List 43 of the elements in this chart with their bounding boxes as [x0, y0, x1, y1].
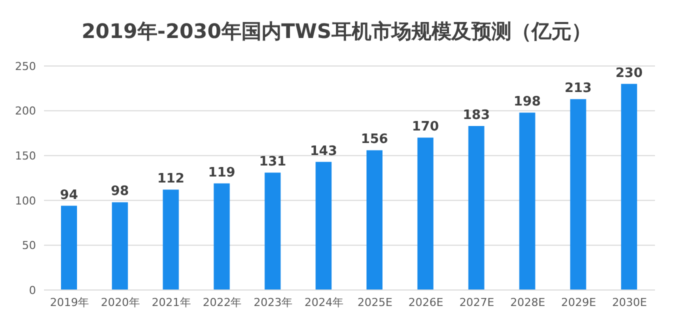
bar [468, 126, 484, 290]
x-tick-label: 2026E [408, 296, 444, 309]
y-tick-label: 250 [15, 60, 36, 73]
bar [417, 138, 434, 290]
data-label: 156 [360, 132, 388, 148]
bar [264, 172, 281, 290]
y-tick-label: 50 [22, 239, 36, 252]
x-tick-label: 2024年 [304, 296, 344, 309]
bar [162, 190, 179, 290]
x-tick-label: 2023年 [254, 296, 293, 309]
bar [214, 183, 230, 290]
data-label: 143 [310, 144, 338, 159]
x-tick-label: 2021年 [152, 296, 191, 309]
data-label: 112 [157, 172, 184, 187]
bar [519, 112, 536, 290]
y-tick-label: 200 [15, 104, 36, 118]
chart-title: 2019年-2030年国内TWS耳机市场规模及预测（亿元） [80, 18, 592, 45]
bar [366, 150, 382, 290]
data-label: 94 [60, 188, 78, 203]
x-tick-label: 2025E [357, 296, 392, 309]
x-tick-label: 2028E [510, 296, 546, 309]
x-tick-label: 2019年 [50, 296, 89, 309]
y-tick-label: 150 [15, 150, 36, 163]
y-tick-label: 0 [29, 284, 36, 297]
bar [570, 99, 586, 290]
bar [316, 162, 332, 290]
bar [621, 84, 638, 290]
bar [112, 202, 128, 290]
data-label: 213 [564, 81, 592, 96]
x-tick-label: 2022年 [202, 296, 242, 309]
bar [61, 206, 77, 290]
data-label: 230 [616, 66, 643, 81]
data-label: 198 [514, 94, 541, 110]
y-tick-label: 100 [15, 194, 36, 208]
x-tick-label: 2027E [459, 296, 494, 309]
data-label: 131 [259, 154, 286, 170]
x-tick-label: 2020年 [100, 296, 140, 309]
data-label: 183 [462, 108, 490, 124]
x-tick-label: 2029E [561, 296, 596, 309]
data-label: 98 [110, 184, 129, 200]
x-tick-label: 2030E [612, 296, 648, 309]
data-label: 119 [208, 165, 236, 180]
data-label: 170 [412, 120, 439, 135]
